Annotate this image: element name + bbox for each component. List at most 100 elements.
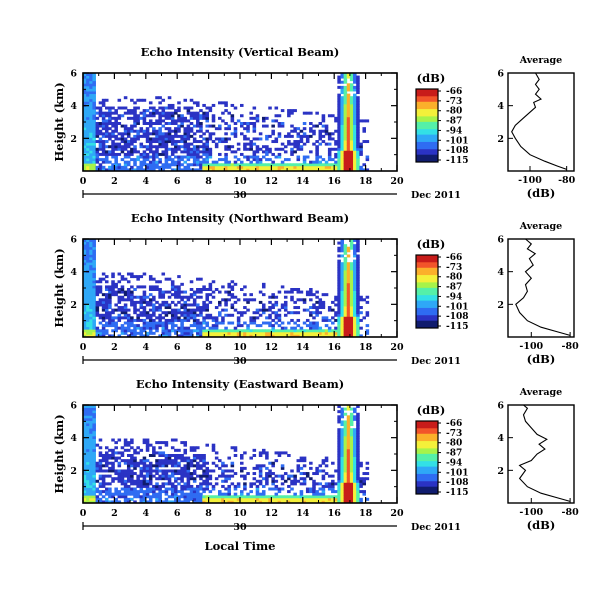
heatmap-cell <box>271 318 275 322</box>
heatmap-cell <box>349 241 354 245</box>
heatmap-cell <box>349 73 354 76</box>
heatmap-cell <box>145 469 150 473</box>
heatmap-cell <box>86 295 90 299</box>
heatmap-cell <box>104 127 109 131</box>
heatmap-cell <box>126 109 131 113</box>
heatmap-cell <box>174 484 178 488</box>
heatmap-cell <box>86 114 90 118</box>
heatmap-cell <box>155 109 159 113</box>
heatmap-cell <box>356 329 360 333</box>
heatmap-cell <box>133 326 137 330</box>
heatmap-cell <box>274 168 279 172</box>
heatmap-cell <box>177 477 181 481</box>
heatmap-cell <box>318 142 323 146</box>
heatmap-cell <box>136 324 140 328</box>
heatmap-cell <box>287 165 291 169</box>
heatmap-cell <box>224 474 228 478</box>
heatmap-cell <box>111 479 115 483</box>
heatmap-cell <box>240 334 244 338</box>
heatmap-cell <box>340 454 345 457</box>
heatmap-cell <box>280 142 285 146</box>
heatmap-cell <box>104 106 109 110</box>
heatmap-cell <box>315 308 319 312</box>
heatmap-cell <box>337 454 341 457</box>
heatmap-cell <box>174 295 178 299</box>
heatmap-cell <box>274 451 279 455</box>
heatmap-cell <box>353 145 357 149</box>
heatmap-cell <box>353 446 357 450</box>
heatmap-cell <box>83 407 87 411</box>
heatmap-cell <box>343 300 348 304</box>
heatmap-cell <box>152 111 156 115</box>
heatmap-cell <box>152 163 156 167</box>
heatmap-cell <box>180 454 184 457</box>
heatmap-cell <box>340 293 345 297</box>
heatmap-cell <box>356 466 360 470</box>
heatmap-cell <box>89 259 93 263</box>
colorbar-segment <box>416 154 438 158</box>
heatmap-cell <box>177 275 181 279</box>
heatmap-cell <box>327 484 332 488</box>
heatmap-cell <box>343 73 348 76</box>
heatmap-cell <box>274 295 279 299</box>
heatmap-cell <box>271 461 275 465</box>
heatmap-cell <box>145 129 150 133</box>
heatmap-cell <box>126 492 131 496</box>
heatmap-cell <box>299 456 304 460</box>
heatmap-cell <box>139 466 144 470</box>
heatmap-cell <box>211 500 216 504</box>
heatmap-cell <box>86 251 90 255</box>
heatmap-cell <box>145 132 150 136</box>
heatmap-cell <box>337 119 341 123</box>
heatmap-cell <box>104 140 109 144</box>
heatmap-cell <box>359 142 363 146</box>
heatmap-cell <box>324 331 329 335</box>
heatmap-cell <box>309 127 313 131</box>
heatmap-cell <box>83 251 87 255</box>
x-tick-label: 6 <box>174 342 181 353</box>
heatmap-cell <box>349 311 354 315</box>
heatmap-cell <box>114 329 118 333</box>
heatmap-cell <box>346 487 351 491</box>
heatmap-cell <box>83 272 87 276</box>
heatmap-cell <box>92 116 96 120</box>
heatmap-cell <box>334 497 338 501</box>
heatmap-cell <box>353 280 357 284</box>
heatmap-cell <box>202 168 206 172</box>
heatmap-cell <box>83 91 87 95</box>
heatmap-cell <box>120 479 125 483</box>
heatmap-cell <box>356 477 360 481</box>
heatmap-cell <box>130 158 134 162</box>
heatmap-cell <box>205 497 209 501</box>
heatmap-cell <box>349 116 354 120</box>
heatmap-cell <box>246 163 250 167</box>
heatmap-cell <box>104 474 109 478</box>
heatmap-cell <box>83 257 87 261</box>
heatmap-cell <box>92 93 96 97</box>
colorbar-segment <box>416 324 438 327</box>
heatmap-cell <box>114 456 118 460</box>
heatmap-cell <box>98 466 103 470</box>
heatmap-cell <box>148 321 153 325</box>
heatmap-cell <box>152 150 156 154</box>
heatmap-cell <box>202 163 206 167</box>
heatmap-cell <box>152 324 156 328</box>
heatmap-cell <box>265 145 269 149</box>
heatmap-cell <box>233 150 238 154</box>
heatmap-cell <box>123 132 128 136</box>
heatmap-cell <box>211 168 216 172</box>
heatmap-cell <box>321 490 326 494</box>
heatmap-cell <box>327 137 332 141</box>
heatmap-cell <box>343 487 348 491</box>
heatmap-cell <box>136 168 140 172</box>
heatmap-cell <box>312 492 316 496</box>
heatmap-cell <box>92 280 96 284</box>
heatmap-cell <box>224 147 228 151</box>
heatmap-cell <box>83 129 87 133</box>
heatmap-cell <box>208 495 213 499</box>
heatmap-cell <box>108 300 112 304</box>
heatmap-cell <box>120 326 125 330</box>
heatmap-cell <box>117 295 122 299</box>
heatmap-cell <box>199 321 203 325</box>
heatmap-cell <box>224 168 228 172</box>
